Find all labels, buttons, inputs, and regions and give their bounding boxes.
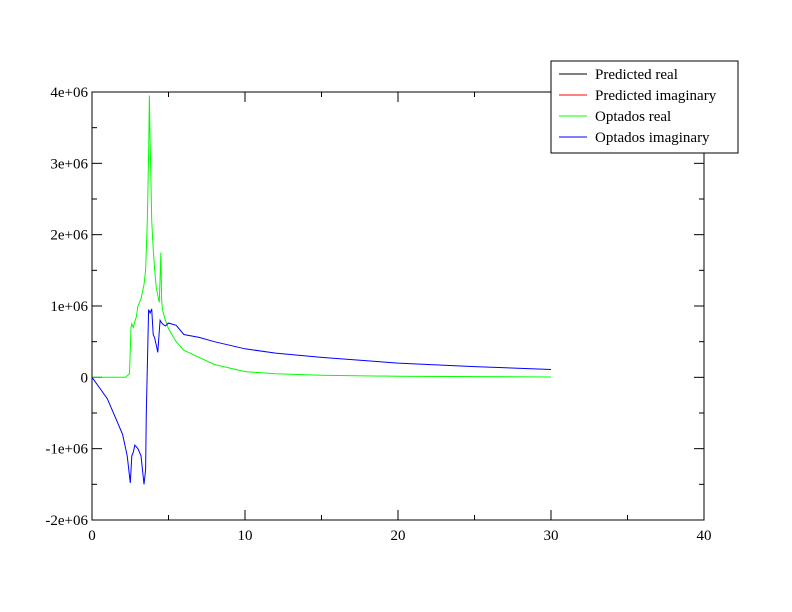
y-tick-label: 2e+06: [50, 228, 88, 244]
x-tick-label: 0: [88, 528, 96, 544]
legend-label-3: Optados real: [595, 109, 671, 125]
x-tick-label: 40: [697, 528, 712, 544]
y-tick-label: 3e+06: [50, 156, 88, 172]
y-tick-label: -1e+06: [45, 442, 88, 458]
legend-label-4: Optados imaginary: [595, 130, 710, 146]
y-tick-label: 0: [81, 370, 89, 386]
x-tick-label: 30: [544, 528, 559, 544]
y-tick-label: 1e+06: [50, 299, 88, 315]
legend-label-1: Predicted real: [595, 67, 678, 83]
plot-area: 0 10 20 30 40 -2e+06 -1e+06 0 1e+06 2e+06 3e+06 4e+…: [45, 85, 711, 544]
y-tick-label: -2e+06: [45, 513, 88, 529]
x-tick-label: 10: [238, 528, 253, 544]
plot-frame: [91, 91, 705, 521]
y-tick-label: 4e+06: [50, 85, 88, 101]
legend-label-2: Predicted imaginary: [595, 88, 717, 104]
series-line-3: [92, 95, 552, 378]
legend: Predicted real Predicted imaginary Optados…: [550, 60, 739, 154]
legend-box: [550, 60, 739, 154]
series-line-4: [91, 308, 552, 485]
x-tick-label: 20: [391, 528, 406, 544]
